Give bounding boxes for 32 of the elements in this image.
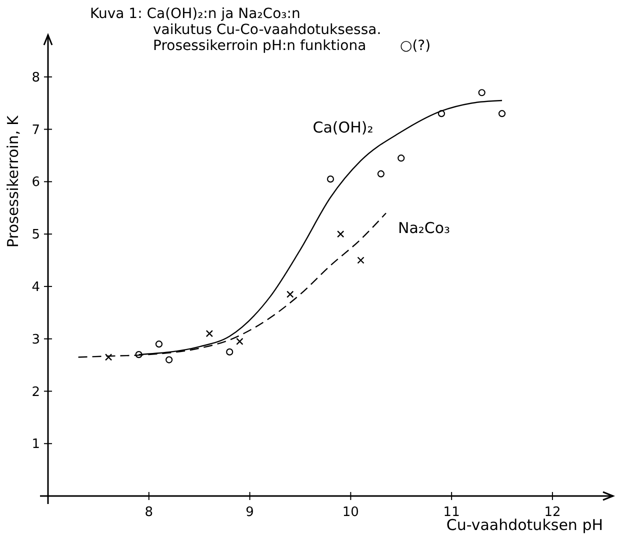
- point: [226, 348, 234, 356]
- y-tick-label: 7: [32, 122, 40, 138]
- y-tick-label: 5: [32, 228, 40, 243]
- point: [336, 230, 344, 238]
- point: [135, 351, 142, 358]
- y-tick-label: 1: [32, 437, 40, 452]
- point: [438, 110, 446, 118]
- point: [236, 338, 244, 346]
- y-tick-label: 2: [32, 384, 40, 400]
- y-axis-title: Prosessikerroin, K: [4, 114, 22, 248]
- point: [155, 340, 163, 348]
- y-tick-label: 8: [32, 70, 40, 86]
- point: [377, 170, 384, 178]
- point: [357, 256, 364, 264]
- point: [398, 154, 405, 162]
- y-tick-label: 3: [32, 332, 40, 348]
- y-tick-label: 6: [32, 175, 40, 190]
- y-tick-label: 4: [32, 280, 40, 296]
- chart-title: Kuva 1: Ca(OH)₂:n ja Na₂Co₃:n vaikutus Cu-Co-vaahdotuksessa. Prosessikerroin pH:n funktiona: [90, 6, 382, 54]
- series-label: Ca(OH)₂: [312, 118, 374, 137]
- point: [286, 290, 294, 298]
- x-tick-label: 10: [342, 505, 359, 520]
- point: [104, 354, 112, 361]
- x-tick-label: 8: [144, 505, 154, 520]
- point: [326, 176, 334, 183]
- point: [166, 356, 173, 364]
- x-tick-label: 9: [246, 505, 254, 520]
- point: [478, 89, 486, 96]
- series-label: Na₂Co₃: [398, 219, 450, 238]
- point: [206, 330, 214, 338]
- annotation: ○(?): [400, 38, 431, 54]
- point: [498, 110, 506, 118]
